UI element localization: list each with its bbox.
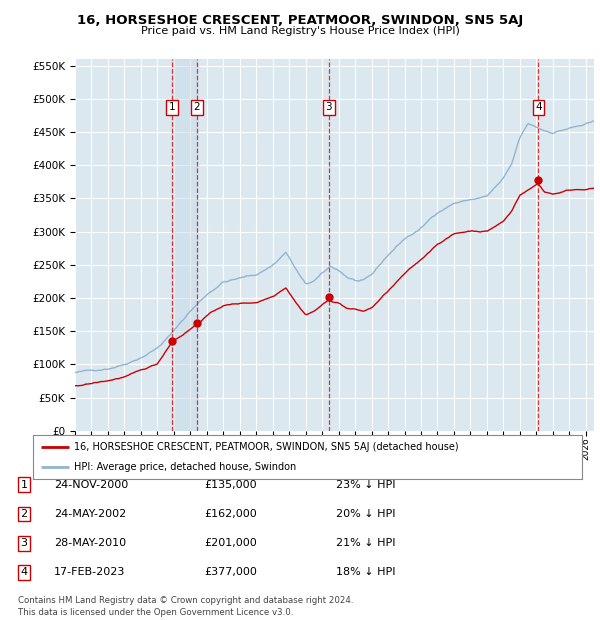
Text: 21% ↓ HPI: 21% ↓ HPI [336,538,395,548]
Text: £201,000: £201,000 [204,538,257,548]
Text: Contains HM Land Registry data © Crown copyright and database right 2024.
This d: Contains HM Land Registry data © Crown c… [18,596,353,617]
Text: 16, HORSESHOE CRESCENT, PEATMOOR, SWINDON, SN5 5AJ: 16, HORSESHOE CRESCENT, PEATMOOR, SWINDO… [77,14,523,27]
Text: 23% ↓ HPI: 23% ↓ HPI [336,480,395,490]
Text: £162,000: £162,000 [204,509,257,519]
Text: 17-FEB-2023: 17-FEB-2023 [54,567,125,577]
Text: £135,000: £135,000 [204,480,257,490]
Text: £377,000: £377,000 [204,567,257,577]
Bar [538,59,594,431]
Text: 2: 2 [194,102,200,112]
Text: 18% ↓ HPI: 18% ↓ HPI [336,567,395,577]
Text: 4: 4 [535,102,542,112]
Text: 1: 1 [20,480,28,490]
Text: 2: 2 [20,509,28,519]
Text: 4: 4 [20,567,28,577]
Text: 24-MAY-2002: 24-MAY-2002 [54,509,126,519]
Text: 3: 3 [325,102,332,112]
Text: 1: 1 [169,102,176,112]
Text: 20% ↓ HPI: 20% ↓ HPI [336,509,395,519]
Text: 24-NOV-2000: 24-NOV-2000 [54,480,128,490]
Text: 28-MAY-2010: 28-MAY-2010 [54,538,126,548]
Text: HPI: Average price, detached house, Swindon: HPI: Average price, detached house, Swin… [74,463,296,472]
Text: 16, HORSESHOE CRESCENT, PEATMOOR, SWINDON, SN5 5AJ (detached house): 16, HORSESHOE CRESCENT, PEATMOOR, SWINDO… [74,443,459,453]
Text: 3: 3 [20,538,28,548]
Text: Price paid vs. HM Land Registry's House Price Index (HPI): Price paid vs. HM Land Registry's House … [140,26,460,36]
Bar [172,59,197,431]
